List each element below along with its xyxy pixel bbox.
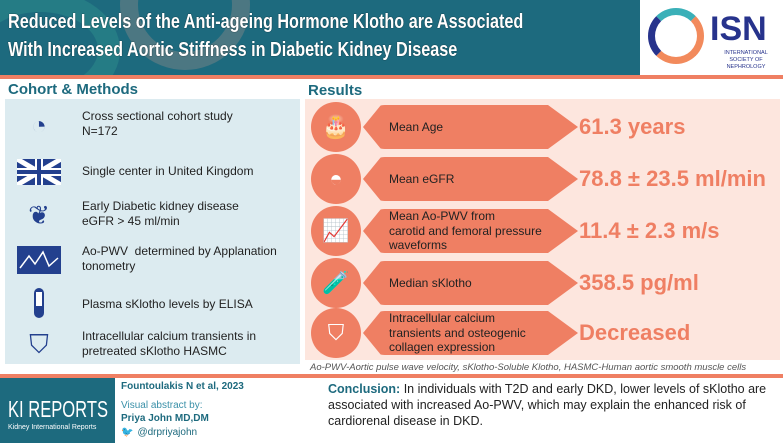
result-label: Intracellular calcium transients and ost… (389, 311, 526, 355)
result-value: 78.8 ± 23.5 ml/min (579, 166, 766, 191)
result-item: ◓ Mean eGFR 78.8 ± 23.5 ml/min (305, 154, 780, 204)
result-value: 358.5 pg/ml (579, 270, 699, 295)
methods-title: Cohort & Methods (8, 81, 138, 98)
results-panel: 🎂 Mean Age 61.3 years ◓ Mean eGFR 78.8 ± 23.… (305, 99, 780, 360)
method-text: Cross sectional cohort study N=172 (82, 109, 233, 138)
divider (0, 374, 783, 378)
method-text: Intracellular calcium transients in pret… (82, 329, 257, 358)
page-title: Reduced Levels of the Anti-ageing Hormon… (8, 10, 524, 61)
method-item: ❦ Early Diabetic kidney disease eGFR > 45… (5, 197, 300, 237)
result-value: 11.4 ± 2.3 m/s (579, 218, 720, 243)
result-item: 🎂 Mean Age 61.3 years (305, 102, 780, 152)
journal-name: KI REPORTS (8, 396, 109, 422)
citation: Fountoulakis N et al, 2023 (121, 381, 244, 392)
result-arrow (363, 311, 578, 355)
result-label: Median sKlotho (389, 275, 472, 290)
test-tube-icon: 🧪 (311, 258, 361, 308)
visual-abstract-by: Visual abstract by: (121, 400, 203, 411)
twitter-handle[interactable]: 🐦 @drpriyajohn (121, 427, 197, 438)
result-value: 61.3 years (579, 114, 686, 139)
isn-logo-icon (648, 8, 704, 64)
cohort-icon: ◔ (31, 109, 47, 140)
isn-logo-text: ISN (710, 10, 767, 48)
result-label: Mean Ao-PWV from carotid and femoral pre… (389, 209, 542, 253)
cake-icon: 🎂 (311, 102, 361, 152)
waveform-icon (15, 242, 63, 278)
isn-logo: ISN INTERNATIONAL SOCIETY OF NEPHROLOGY (640, 0, 783, 75)
method-text: Single center in United Kingdom (82, 164, 254, 178)
result-arrow (363, 105, 578, 149)
isn-logo-subtitle: INTERNATIONAL SOCIETY OF NEPHROLOGY (724, 50, 768, 70)
method-text: Plasma sKlotho levels by ELISA (82, 297, 253, 311)
conclusion: Conclusion: In individuals with T2D and … (328, 381, 780, 429)
result-item: 🧪 Median sKlotho 358.5 pg/ml (305, 258, 780, 308)
result-value: Decreased (579, 320, 691, 345)
kidney-icon: ❦ (28, 199, 50, 230)
ki-reports-logo: KI REPORTS Kidney International Reports (0, 378, 115, 443)
journal-subtitle: Kidney International Reports (8, 424, 97, 431)
result-arrow (363, 157, 578, 201)
method-item: ⛉ Intracellular calcium transients in pre… (5, 327, 300, 367)
conclusion-label: Conclusion: (328, 382, 401, 396)
author: Priya John MD,DM (121, 413, 209, 424)
result-item: ⛉ Intracellular calcium transients and os… (305, 308, 780, 358)
gauge-icon: ◓ (311, 154, 361, 204)
conclusion-text: In individuals with T2D and early DKD, l… (328, 382, 767, 428)
uk-flag-icon (15, 154, 63, 190)
method-item: Plasma sKlotho levels by ELISA (5, 287, 300, 327)
result-arrow (363, 209, 578, 253)
abbreviations: Ao-PWV-Aortic pulse wave velocity, sKlot… (310, 362, 747, 373)
method-item: Ao-PWV determined by Applanation tonomet… (5, 242, 300, 282)
cell-icon: ⛉ (29, 329, 49, 359)
results-title: Results (308, 82, 363, 99)
cell-icon: ⛉ (311, 308, 361, 358)
method-item: ◔ Cross sectional cohort study N=172 (5, 107, 300, 147)
method-text: Early Diabetic kidney disease eGFR > 45 … (82, 199, 239, 228)
result-label: Mean eGFR (389, 171, 455, 186)
chart-icon: 📈 (311, 206, 361, 256)
result-arrow (363, 261, 578, 305)
test-tube-icon (15, 287, 63, 323)
twitter-text: @drpriyajohn (137, 427, 198, 438)
method-item: Single center in United Kingdom (5, 154, 300, 194)
twitter-icon: 🐦 (121, 427, 134, 438)
result-label: Mean Age (389, 119, 444, 134)
method-text: Ao-PWV determined by Applanation tonomet… (82, 244, 277, 273)
methods-panel: ◔ Cross sectional cohort study N=172 Sing… (5, 99, 300, 364)
header-banner: Reduced Levels of the Anti-ageing Hormon… (0, 0, 640, 75)
divider (0, 75, 783, 79)
result-item: 📈 Mean Ao-PWV from carotid and femoral pr… (305, 206, 780, 256)
